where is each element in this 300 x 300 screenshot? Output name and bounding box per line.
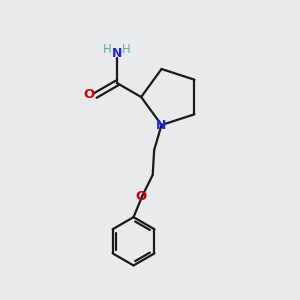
Text: H: H: [103, 43, 112, 56]
Text: H: H: [122, 43, 131, 56]
Text: O: O: [135, 190, 146, 203]
Text: N: N: [112, 47, 122, 60]
Text: N: N: [156, 118, 167, 131]
Text: O: O: [83, 88, 94, 101]
